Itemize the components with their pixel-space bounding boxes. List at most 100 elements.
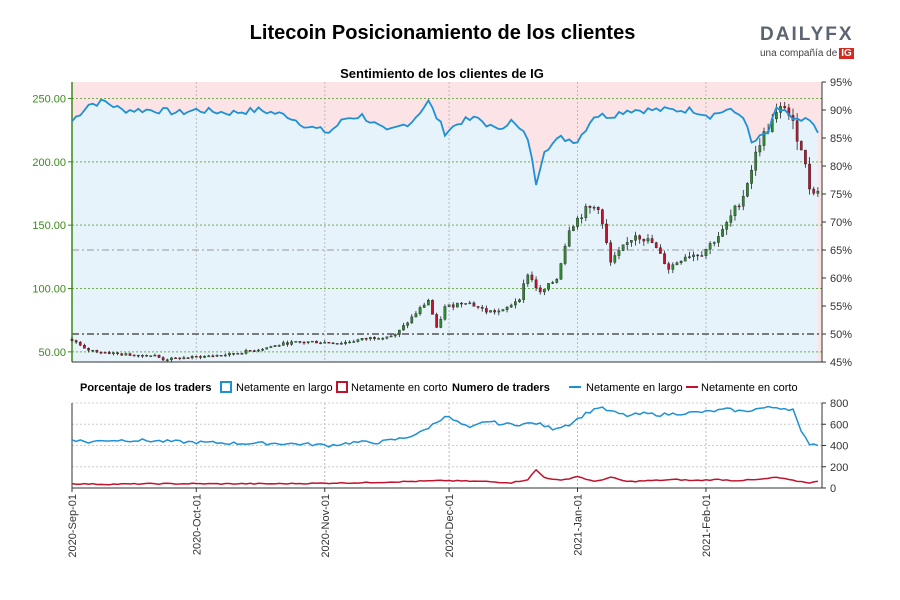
candle-body — [215, 355, 219, 357]
candle-body — [427, 299, 430, 306]
logo-wordmark: DAILYFX — [760, 25, 870, 44]
candle-body — [733, 205, 737, 216]
candle-body — [601, 209, 604, 225]
candle-body — [95, 349, 99, 353]
candle-body — [509, 304, 513, 308]
candle-body — [580, 217, 584, 219]
candle-body — [543, 289, 546, 293]
candle-body — [356, 339, 360, 342]
candle-body — [410, 316, 414, 324]
candle-body — [746, 183, 749, 197]
candle-body — [725, 222, 729, 230]
candle-body — [273, 345, 277, 347]
candle-body — [257, 349, 260, 352]
chart-title: Litecoin Posicionamiento de los clientes — [249, 22, 636, 44]
left-tick-label: 250.00 — [32, 93, 66, 105]
candle-body — [369, 337, 372, 340]
candle-body — [439, 319, 443, 328]
candle-body — [518, 299, 521, 302]
candle-body — [692, 254, 695, 257]
candle-body — [646, 238, 650, 242]
candle-body — [555, 278, 559, 283]
left-tick-label: 50.00 — [38, 347, 66, 359]
candle-body — [451, 304, 455, 308]
candle-body — [344, 342, 347, 344]
main-chart-title: Sentimiento de los clientes de IG — [340, 66, 544, 81]
candle-body — [236, 353, 240, 355]
candle-body — [335, 343, 339, 345]
candle-body — [373, 337, 376, 339]
lower-tick-label: 600 — [830, 419, 848, 431]
candle-body — [447, 304, 451, 307]
candle-body — [128, 353, 132, 356]
candle-body — [348, 341, 351, 344]
candle-body — [480, 307, 484, 309]
x-tick-label: 2020-Sep-01 — [67, 494, 79, 558]
candle-body — [161, 357, 165, 361]
candle-body — [244, 350, 248, 354]
candle-body — [808, 163, 811, 190]
candle-body — [679, 260, 683, 264]
candle-body — [572, 226, 575, 231]
candle-body — [124, 353, 128, 356]
candle-body — [567, 230, 571, 247]
candle-body — [667, 263, 671, 270]
candle-body — [294, 341, 298, 343]
candle-body — [112, 352, 115, 354]
candle-body — [194, 356, 198, 358]
candle-body — [310, 340, 314, 343]
candle-body — [621, 244, 625, 251]
candle-body — [207, 355, 211, 358]
candle-body — [596, 206, 600, 210]
candle-body — [696, 254, 700, 257]
candle-body — [737, 205, 741, 208]
left-tick-label: 100.00 — [32, 284, 66, 296]
candle-body — [393, 334, 397, 337]
candle-body — [149, 355, 153, 357]
candle-body — [526, 274, 530, 284]
candle-body — [107, 352, 111, 354]
price-sentiment-panel: 50.00 100.00 150.00 200.00 250.00 45% 50% 55% 60… — [32, 77, 852, 369]
candle-body — [364, 338, 368, 340]
candle-body — [178, 357, 182, 360]
candle-body — [812, 188, 816, 194]
candle-body — [290, 341, 293, 345]
x-tick-label: 2020-Nov-01 — [320, 494, 332, 558]
candle-body — [464, 303, 467, 305]
candle-body — [219, 355, 223, 357]
candle-body — [323, 341, 327, 344]
candle-body — [265, 347, 269, 350]
x-tick-label: 2020-Dec-01 — [444, 494, 456, 558]
candle-body — [398, 329, 401, 335]
lower-tick-label: 800 — [830, 398, 848, 410]
candle-body — [103, 352, 107, 354]
candle-body — [319, 342, 322, 345]
candle-body — [339, 343, 343, 345]
candle-body — [663, 253, 666, 264]
dailyfx-logo: DAILYFX una compañía de IG — [760, 25, 870, 66]
candle-body — [683, 256, 687, 262]
x-tick-label: 2020-Oct-01 — [191, 494, 203, 555]
candle-body — [120, 353, 124, 356]
candle-body — [252, 350, 256, 352]
left-tick-label: 200.00 — [32, 157, 66, 169]
candle-body — [406, 322, 409, 326]
candle-body — [704, 249, 708, 256]
right-tick-label: 70% — [830, 217, 852, 229]
candle-body — [418, 307, 422, 314]
candle-body — [414, 313, 418, 318]
left-tick-label: 150.00 — [32, 220, 66, 232]
candle-body — [431, 299, 434, 315]
candle-body — [795, 120, 799, 142]
right-tick-label: 80% — [830, 161, 852, 173]
candle-body — [443, 306, 447, 320]
candle-body — [381, 338, 385, 340]
candle-body — [617, 250, 621, 256]
legend-num-short-label: Netamente en corto — [701, 382, 798, 394]
candle-body — [729, 215, 733, 223]
legend-pct-long-label: Netamente en largo — [236, 382, 333, 394]
candle-body — [232, 353, 235, 355]
candle-body — [170, 357, 173, 360]
right-tick-label: 50% — [830, 329, 852, 341]
